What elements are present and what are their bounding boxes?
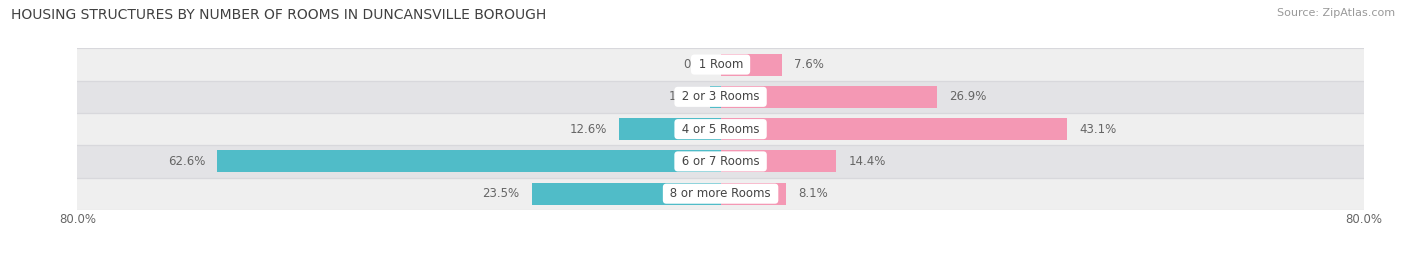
Text: HOUSING STRUCTURES BY NUMBER OF ROOMS IN DUNCANSVILLE BOROUGH: HOUSING STRUCTURES BY NUMBER OF ROOMS IN… <box>11 8 547 22</box>
Bar <box>77 81 1364 113</box>
Bar <box>721 54 782 76</box>
Text: 2 or 3 Rooms: 2 or 3 Rooms <box>678 90 763 103</box>
Text: 4 or 5 Rooms: 4 or 5 Rooms <box>678 123 763 136</box>
Bar <box>721 86 936 108</box>
Text: 1 Room: 1 Room <box>695 58 747 71</box>
Text: 6 or 7 Rooms: 6 or 7 Rooms <box>678 155 763 168</box>
Text: 23.5%: 23.5% <box>482 187 520 200</box>
Text: 12.6%: 12.6% <box>569 123 607 136</box>
Text: 14.4%: 14.4% <box>848 155 886 168</box>
Bar <box>619 118 721 140</box>
Bar <box>721 118 1067 140</box>
Text: 8 or more Rooms: 8 or more Rooms <box>666 187 775 200</box>
Bar <box>721 183 786 205</box>
Bar <box>77 178 1364 210</box>
Bar <box>721 150 837 172</box>
Bar <box>531 183 721 205</box>
Bar <box>77 48 1364 81</box>
Bar <box>710 86 721 108</box>
Text: 43.1%: 43.1% <box>1080 123 1116 136</box>
Text: 26.9%: 26.9% <box>949 90 986 103</box>
Text: 8.1%: 8.1% <box>797 187 828 200</box>
Text: 0.0%: 0.0% <box>683 58 713 71</box>
Text: Source: ZipAtlas.com: Source: ZipAtlas.com <box>1277 8 1395 18</box>
Bar <box>218 150 721 172</box>
Text: 7.6%: 7.6% <box>794 58 824 71</box>
Bar <box>77 145 1364 178</box>
Bar <box>77 113 1364 145</box>
Text: 62.6%: 62.6% <box>167 155 205 168</box>
Text: 1.3%: 1.3% <box>668 90 697 103</box>
